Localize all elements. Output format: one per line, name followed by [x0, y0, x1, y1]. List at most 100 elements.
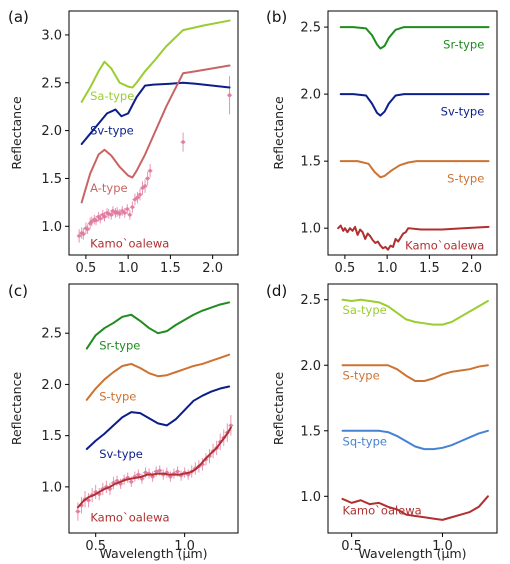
kamooalewa-point [140, 186, 145, 190]
kamooalewa-point [168, 474, 173, 479]
x-axis-label-c: Wavelength (μm) [99, 546, 207, 561]
series-line-stype [85, 353, 231, 401]
series-line-satype [341, 298, 489, 326]
kamooalewa-point [81, 232, 86, 236]
kamooalewa-point [85, 227, 90, 231]
kamooalewa-point [86, 498, 91, 503]
kamooalewa-point [111, 209, 115, 213]
kamooalewa-point [90, 219, 94, 224]
kamooalewa-point [115, 210, 119, 214]
kamooalewa-point [94, 218, 98, 223]
x-tick-label-b: 2.0 [461, 261, 482, 276]
kamooalewa-point [150, 474, 155, 479]
y-axis-label-c: Reflectance [9, 372, 24, 446]
series-line-kamooalewa [341, 495, 489, 521]
y-tick-label-c: 2.0 [41, 378, 62, 393]
panel-a: (a) Reflectance 0.5 1.0 1.5 2.0 1.0 1.5 2.0 2.5 3.… [8, 8, 239, 276]
kamooalewa-point [136, 472, 141, 477]
panel-label-d: (d) [266, 282, 287, 300]
x-tick-label-a: 1.5 [160, 261, 181, 276]
series-label-kamooalewa: Kamo`oalewa [90, 237, 169, 251]
series-label-atype: A-type [90, 181, 127, 195]
axes-frame-b [327, 10, 498, 256]
y-tick-label-a: 2.5 [41, 76, 62, 91]
kamooalewa-point [135, 195, 140, 200]
x-tick-label-b: 1.5 [419, 261, 440, 276]
x-tick-label-b: 1.0 [377, 261, 398, 276]
series-label-stype: S-type [343, 369, 380, 383]
x-tick-label-b: 0.5 [335, 261, 356, 276]
x-tick-label-d: 0.5 [341, 539, 362, 554]
series-label-svtype: Sv-type [99, 447, 143, 461]
kamooalewa-point [157, 468, 162, 473]
series-line-svtype [339, 93, 490, 117]
x-tick-label-a: 1.0 [118, 261, 139, 276]
series-line-svtype [85, 385, 231, 450]
x-axis-label-d: Wavelength (μm) [358, 546, 466, 561]
y-tick-label-d: 1.5 [300, 424, 321, 439]
y-tick-label-a: 1.0 [41, 220, 62, 235]
series-label-srtype: Sr-type [99, 338, 140, 352]
kamooalewa-point [175, 469, 180, 474]
y-tick-label-a: 1.5 [41, 172, 62, 187]
series-label-satype: Sa-type [343, 303, 387, 317]
panel-b: (b) Reflectance 0.5 1.0 1.5 2.0 1.0 1.5 2.0 2.5 Sr… [266, 8, 498, 276]
x-tick-label-c: 1.0 [174, 539, 195, 554]
y-tick-label-c: 1.5 [41, 429, 62, 444]
x-tick-label-d: 1.0 [432, 539, 453, 554]
series-line-srtype [339, 26, 490, 50]
y-tick-label-d: 2.0 [300, 359, 321, 374]
kamooalewa-point [98, 216, 103, 221]
kamooalewa-point [229, 423, 233, 428]
kamooalewa-point [128, 213, 132, 217]
y-tick-label-d: 2.5 [300, 293, 321, 308]
y-tick-label-a: 2.0 [41, 124, 62, 139]
series-line-svtype [80, 81, 231, 145]
y-tick-label-b: 2.0 [300, 88, 321, 103]
kamooalewa-point [143, 184, 147, 188]
x-tick-label-a: 2.0 [202, 261, 223, 276]
y-axis-label-d: Reflectance [271, 372, 286, 446]
y-tick-label-b: 1.5 [300, 155, 321, 170]
kamooalewa-point [133, 197, 137, 202]
x-tick-label-a: 0.5 [76, 261, 97, 276]
series-line-srtype [85, 301, 231, 350]
panel-label-b: (b) [266, 8, 287, 26]
kamooalewa-point [148, 168, 152, 173]
series-line-satype [80, 19, 231, 103]
series-label-stype: S-type [447, 172, 484, 186]
kamooalewa-point [181, 140, 185, 144]
kamooalewa-point [115, 478, 119, 483]
axes-frame-d [327, 283, 498, 534]
axes-frame-a [68, 10, 239, 256]
kamooalewa-point [122, 211, 127, 215]
plot-area-b [337, 26, 490, 251]
plot-area-a [76, 19, 233, 243]
kamooalewa-point [109, 213, 114, 217]
series-line-atype [80, 64, 231, 204]
panel-label-c: (c) [8, 282, 28, 300]
kamooalewa-point [227, 93, 232, 98]
series-label-satype: Sa-type [90, 89, 134, 103]
series-line-stype [341, 364, 489, 382]
series-label-kamooalewa: Kamo`oalewa [90, 511, 169, 525]
series-label-sqtype: Sq-type [343, 434, 387, 448]
series-label-stype: S-type [99, 390, 136, 404]
y-axis-label-b: Reflectance [271, 96, 286, 170]
panel-c: (c) Reflectance Wavelength (μm)0.5 1.0 1.0 1.… [8, 282, 239, 561]
y-tick-label-c: 2.5 [41, 327, 62, 342]
panel-label-a: (a) [8, 8, 29, 26]
y-tick-label-c: 1.0 [41, 480, 62, 495]
plot-area-c [75, 301, 234, 521]
series-label-kamooalewa: Kamo`oalewa [405, 239, 484, 253]
kamooalewa-point [102, 214, 107, 219]
series-line-stype [339, 160, 490, 179]
series-line-kamooalewa [337, 224, 490, 251]
panel-d: (d) Reflectance Wavelength (μm)0.5 1.0 1.0 1.… [266, 282, 498, 561]
series-label-svtype: Sv-type [90, 124, 134, 138]
series-line-kamooalewa [76, 426, 232, 509]
y-axis-label-a: Reflectance [9, 96, 24, 170]
x-tick-label-c: 0.5 [85, 539, 106, 554]
series-label-svtype: Sv-type [441, 105, 485, 119]
